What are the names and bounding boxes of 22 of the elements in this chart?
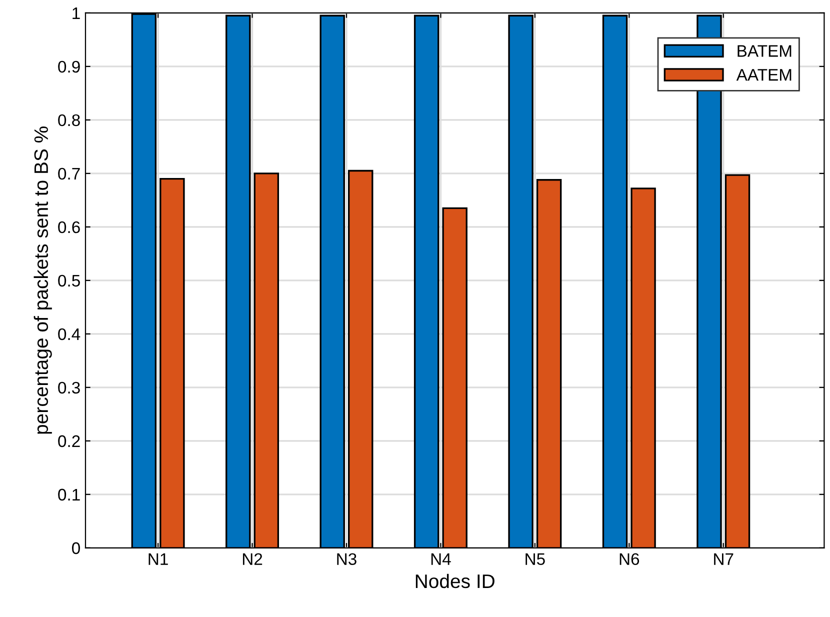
y-tick-label: 0.8 <box>58 114 80 126</box>
x-tick-label: N6 <box>620 553 640 565</box>
x-axis-title: Nodes ID <box>416 574 494 588</box>
x-tick-label: N3 <box>337 553 356 565</box>
x-tick-label: N4 <box>431 553 451 565</box>
legend-label: AATEM <box>736 69 792 81</box>
x-tick-label: N2 <box>242 553 262 565</box>
legend-label: BATEM <box>738 45 792 57</box>
x-tick-label: N5 <box>526 553 545 565</box>
y-tick-label: 0.1 <box>58 488 80 501</box>
x-tick-label: N7 <box>714 553 734 565</box>
y-axis-title: percentage of packets sent to BS % <box>34 126 52 434</box>
x-tick-label: N1 <box>148 553 168 565</box>
y-tick-label: 0.9 <box>58 60 80 73</box>
y-tick-label: 0 <box>72 542 80 554</box>
y-tick-label: 0.2 <box>58 435 80 448</box>
y-tick-label: 0.6 <box>58 221 80 234</box>
y-tick-label: 0.7 <box>58 168 80 180</box>
y-tick-label: 0.3 <box>58 382 80 394</box>
y-tick-label: 0.4 <box>58 328 80 340</box>
y-tick-label: 1 <box>72 8 80 19</box>
y-tick-label: 0.5 <box>58 274 80 287</box>
